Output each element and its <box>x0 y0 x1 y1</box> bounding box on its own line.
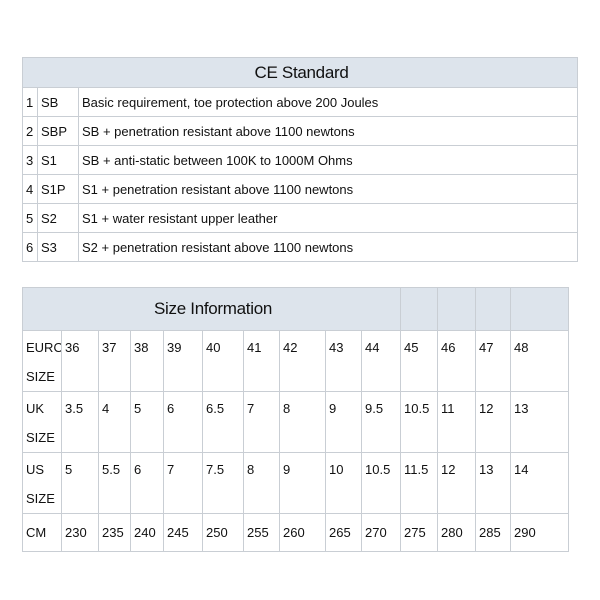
size-value: 250 <box>202 513 244 552</box>
size-value: 6.5 <box>202 391 244 453</box>
row-number: 5 <box>22 203 38 233</box>
ce-standard-table: CE Standard 1 SB Basic requirement, toe pr… <box>22 57 578 262</box>
standard-code: S3 <box>37 232 79 262</box>
size-value: 255 <box>243 513 280 552</box>
row-number: 6 <box>22 232 38 262</box>
table-row: CM 230 235 240 245 250 255 260 265 270 275 280 285 29… <box>22 513 570 552</box>
size-value: 44 <box>360 330 402 392</box>
size-value: 12 <box>475 391 512 453</box>
size-value: 14 <box>510 452 570 514</box>
standard-code: S2 <box>37 203 79 233</box>
standard-description: SB + anti-static between 100K to 1000M O… <box>78 145 578 175</box>
size-value: 5.5 <box>98 452 131 514</box>
size-value: 36 <box>61 330 99 392</box>
size-value: 47 <box>475 330 512 392</box>
row-label: US SIZE <box>22 452 62 514</box>
size-value: 4 <box>98 391 131 453</box>
size-value: 11.5 <box>400 452 439 514</box>
row-label-line: EURO <box>26 340 62 355</box>
row-label-line: US <box>26 462 45 477</box>
size-value: 10.5 <box>400 391 439 453</box>
size-value: 285 <box>475 513 512 552</box>
table-row: 6 S3 S2 + penetration resistant above 1100… <box>22 232 578 262</box>
size-value: 13 <box>510 391 570 453</box>
table-row: UK SIZE 3.5 4 5 6 6.5 7 8 9 9.5 10.5 11 12 13 <box>22 391 570 453</box>
size-value: 6 <box>130 452 164 514</box>
header-cell <box>437 287 477 331</box>
ce-standard-title: CE Standard <box>22 57 578 88</box>
standard-description: SB + penetration resistant above 1100 ne… <box>78 116 578 146</box>
row-label: UK SIZE <box>22 391 62 453</box>
size-value: 270 <box>360 513 402 552</box>
size-value: 7 <box>163 452 203 514</box>
row-number: 1 <box>22 87 38 117</box>
row-label-line: SIZE <box>26 491 55 506</box>
size-value: 37 <box>98 330 131 392</box>
size-value: 5 <box>130 391 164 453</box>
size-value: 3.5 <box>61 391 99 453</box>
size-value: 11 <box>437 391 477 453</box>
standard-description: S1 + water resistant upper leather <box>78 203 578 233</box>
standard-code: SB <box>37 87 79 117</box>
header-cell <box>510 287 570 331</box>
row-label: CM <box>22 513 62 552</box>
size-value: 43 <box>325 330 362 392</box>
standard-code: S1P <box>37 174 79 204</box>
row-label: EURO SIZE <box>22 330 62 392</box>
size-value: 13 <box>475 452 512 514</box>
size-value: 9.5 <box>360 391 402 453</box>
table-row: US SIZE 5 5.5 6 7 7.5 8 9 10 10.5 11.5 12 13 14 <box>22 452 570 514</box>
row-label-line: SIZE <box>26 430 55 445</box>
size-value: 41 <box>243 330 280 392</box>
header-cell <box>475 287 512 331</box>
size-value: 39 <box>163 330 203 392</box>
standard-description: S2 + penetration resistant above 1100 ne… <box>78 232 578 262</box>
size-value: 8 <box>243 452 280 514</box>
size-value: 6 <box>163 391 203 453</box>
row-label-line: UK <box>26 401 45 416</box>
row-label-line: CM <box>26 525 47 540</box>
size-value: 5 <box>61 452 99 514</box>
size-value: 9 <box>279 452 326 514</box>
table-row: 4 S1P S1 + penetration resistant above 110… <box>22 174 578 204</box>
size-information-title: Size Information <box>21 287 402 331</box>
size-value: 38 <box>130 330 164 392</box>
size-value: 48 <box>510 330 570 392</box>
size-value: 240 <box>130 513 164 552</box>
row-number: 4 <box>22 174 38 204</box>
size-information-table: Size Information EURO SIZE 36 37 38 39 40 41 42 4… <box>21 287 570 552</box>
table-row: 3 S1 SB + anti-static between 100K to 1000… <box>22 145 578 175</box>
size-value: 10 <box>325 452 362 514</box>
size-value: 7.5 <box>202 452 244 514</box>
standard-code: S1 <box>37 145 79 175</box>
standard-code: SBP <box>37 116 79 146</box>
table-row: 5 S2 S1 + water resistant upper leather <box>22 203 578 233</box>
size-value: 10.5 <box>360 452 402 514</box>
size-value: 235 <box>98 513 131 552</box>
size-value: 265 <box>325 513 362 552</box>
size-value: 7 <box>243 391 280 453</box>
standard-description: Basic requirement, toe protection above … <box>78 87 578 117</box>
size-value: 280 <box>437 513 477 552</box>
size-value: 290 <box>510 513 570 552</box>
size-value: 46 <box>437 330 477 392</box>
size-value: 230 <box>61 513 99 552</box>
size-value: 40 <box>202 330 244 392</box>
size-value: 245 <box>163 513 203 552</box>
row-label-line: SIZE <box>26 369 55 384</box>
standard-description: S1 + penetration resistant above 1100 ne… <box>78 174 578 204</box>
size-value: 9 <box>325 391 362 453</box>
size-value: 260 <box>279 513 326 552</box>
header-cell <box>400 287 439 331</box>
size-value: 8 <box>279 391 326 453</box>
size-value: 42 <box>279 330 326 392</box>
size-value: 275 <box>400 513 439 552</box>
table-row: EURO SIZE 36 37 38 39 40 41 42 43 44 45 46 47 48 <box>22 330 570 392</box>
size-value: 12 <box>437 452 477 514</box>
row-number: 3 <box>22 145 38 175</box>
size-value: 45 <box>400 330 439 392</box>
row-number: 2 <box>22 116 38 146</box>
table-row: 2 SBP SB + penetration resistant above 110… <box>22 116 578 146</box>
table-row: 1 SB Basic requirement, toe protection abo… <box>22 87 578 117</box>
